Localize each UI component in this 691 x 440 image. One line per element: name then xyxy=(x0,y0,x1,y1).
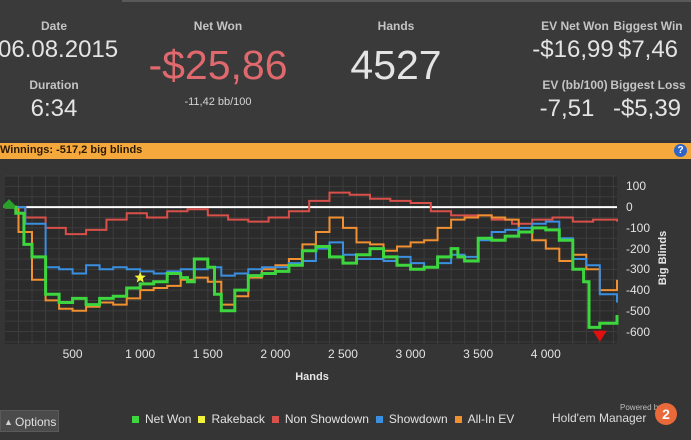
chart-legend: Net Won Rakeback Non Showdown Showdown A… xyxy=(132,412,521,426)
options-button[interactable]: ▲ Options xyxy=(0,410,59,432)
caret-icon: ▲ xyxy=(4,417,13,427)
y-tick-label: -300 xyxy=(626,262,651,277)
divider xyxy=(122,0,691,2)
x-tick-label: 2 500 xyxy=(327,347,358,361)
legend-label: Net Won xyxy=(145,412,192,426)
date-value: 06.08.2015 xyxy=(0,36,119,63)
biggest-loss-value: -$5,39 xyxy=(612,95,682,122)
legend-swatch xyxy=(454,415,462,423)
series-line-non-showdown xyxy=(5,191,618,236)
legend-showdown[interactable]: Showdown xyxy=(375,412,448,426)
winnings-text: Winnings: -517,2 big blinds xyxy=(0,144,143,156)
hands-label: Hands xyxy=(377,19,415,33)
legend-swatch xyxy=(198,415,206,423)
date-label: Date xyxy=(40,19,68,33)
stats-panel: Date 06.08.2015 Duration 6:34 Net Won -$… xyxy=(0,0,691,140)
help-icon[interactable]: ? xyxy=(674,144,687,157)
legend-non-showdown[interactable]: Non Showdown xyxy=(271,412,369,426)
ev-net-won-value: -$16,99 xyxy=(532,36,614,63)
x-axis-label: Hands xyxy=(295,371,329,383)
winnings-bar: Winnings: -517,2 big blinds ? xyxy=(0,143,691,159)
biggest-loss-label: Biggest Loss xyxy=(610,78,686,92)
legend-label: All-In EV xyxy=(467,412,515,426)
x-tick-label: 2 000 xyxy=(260,347,291,361)
y-tick-label: 100 xyxy=(626,179,647,194)
net-won-value: -$25,86 xyxy=(148,42,288,88)
legend-label: Rakeback xyxy=(211,412,265,426)
legend-label: Non Showdown xyxy=(284,412,369,426)
legend-swatch xyxy=(271,415,279,423)
legend-rakeback[interactable]: Rakeback xyxy=(198,412,265,426)
series-line-all-in-ev xyxy=(5,206,618,312)
options-label: Options xyxy=(15,415,57,429)
y-tick-label: -500 xyxy=(626,303,651,318)
x-tick-label: 1 500 xyxy=(192,347,223,361)
biggest-win-label: Biggest Win xyxy=(613,19,683,33)
hands-value: 4527 xyxy=(350,42,442,88)
duration-value: 6:34 xyxy=(30,95,78,122)
y-tick-label: -400 xyxy=(626,283,651,298)
hm2-logo-icon: 2 xyxy=(655,403,677,425)
x-tick-label: 500 xyxy=(62,347,83,361)
x-tick-label: 3 500 xyxy=(463,347,494,361)
brand-name: Hold'em Manager xyxy=(552,411,647,425)
net-won-bb: -11,42 bb/100 xyxy=(184,96,252,108)
legend-label: Showdown xyxy=(388,412,448,426)
y-tick-label: 0 xyxy=(626,200,633,215)
rakeback-star-marker xyxy=(134,271,146,283)
net-won-label: Net Won xyxy=(193,19,243,33)
series-line-net-won xyxy=(5,205,619,329)
y-tick-label: -100 xyxy=(626,220,651,235)
y-tick-label: -200 xyxy=(626,241,651,256)
duration-label: Duration xyxy=(29,78,79,92)
x-tick-label: 3 000 xyxy=(395,347,426,361)
powered-by: Powered by xyxy=(620,403,663,412)
legend-net-won[interactable]: Net Won xyxy=(132,412,191,426)
ev-bb-label: EV (bb/100) xyxy=(542,78,608,92)
legend-swatch xyxy=(375,415,383,423)
x-tick-label: 1 000 xyxy=(125,347,156,361)
end-marker xyxy=(592,330,607,342)
y-tick-label: -600 xyxy=(626,324,651,339)
legend-swatch xyxy=(132,415,139,423)
ev-bb-value: -7,51 xyxy=(539,95,595,122)
x-tick-label: 4 000 xyxy=(530,347,561,361)
legend-all-in-ev[interactable]: All-In EV xyxy=(454,412,515,426)
start-marker xyxy=(3,199,15,209)
biggest-win-value: $7,46 xyxy=(617,36,679,63)
ev-net-won-label: EV Net Won xyxy=(541,19,609,33)
y-axis-label: Big Blinds xyxy=(657,230,669,286)
series-line-showdown xyxy=(5,206,618,303)
